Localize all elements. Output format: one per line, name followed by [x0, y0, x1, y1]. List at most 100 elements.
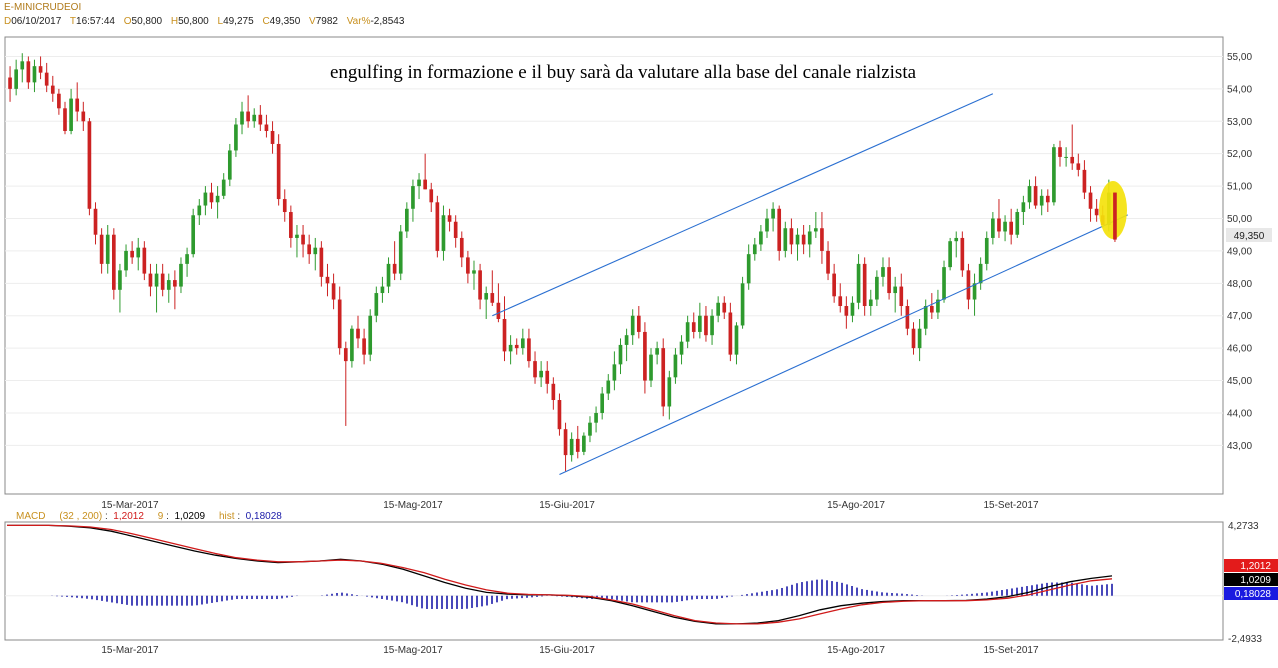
candle-body [814, 228, 818, 232]
candle-body [93, 208, 98, 235]
time-value: 16:57:44 [76, 16, 115, 27]
candle-body [588, 422, 592, 436]
candle-body [32, 66, 37, 83]
candle-body [423, 179, 427, 190]
candle-body [929, 306, 934, 313]
candle-body [704, 315, 708, 336]
candle-body [203, 192, 208, 206]
candle-body [899, 286, 904, 307]
candle-body [893, 286, 898, 294]
candle-body [673, 354, 678, 378]
candle-body [1064, 156, 1068, 158]
candle-body [1058, 147, 1062, 157]
candle-body [911, 328, 916, 349]
macd-params: (32 , 200) [59, 511, 103, 522]
hist-badge-value: 0,18028 [1235, 589, 1272, 600]
macd-title: MACD [16, 511, 46, 522]
price-tick-label: 54,00 [1227, 84, 1252, 95]
candle-body [807, 231, 812, 245]
candle-body [710, 315, 714, 336]
candle-body [38, 66, 43, 73]
candle-body [166, 280, 171, 290]
candle-body [1070, 156, 1075, 164]
candle-body [1082, 169, 1087, 193]
candle-body [624, 335, 629, 345]
candle-body [539, 370, 543, 378]
candle-body [844, 306, 849, 316]
candle-body [1094, 208, 1099, 216]
price-tick-label: 44,00 [1227, 408, 1252, 419]
price-tick-label: 45,00 [1227, 376, 1252, 387]
candle-body [618, 344, 623, 365]
candle-body [923, 306, 928, 329]
candle-body [197, 205, 202, 216]
candle-body [295, 234, 299, 238]
candle-body [795, 234, 800, 245]
candle-body [362, 338, 366, 355]
candle-body [1113, 192, 1117, 240]
candle-body [783, 228, 788, 251]
candle-body [50, 85, 55, 94]
candle-body [81, 111, 86, 122]
candle-body [215, 195, 220, 203]
candle-body [685, 322, 690, 342]
open-value: 50,800 [131, 16, 163, 27]
candle-body [227, 150, 232, 180]
date-label: 15-Set-2017 [983, 500, 1038, 511]
macd-badges: 1,2012 1,0209 0,18028 [1224, 559, 1278, 600]
macd-date-label: 15-Mag-2017 [383, 645, 443, 656]
candle-body [765, 218, 769, 232]
candle-body [343, 348, 348, 362]
candle-body [496, 302, 501, 319]
candle-body [612, 364, 617, 381]
candle-body [313, 247, 318, 255]
candle-body [954, 237, 959, 242]
open-key: O [123, 16, 132, 27]
candle-body [636, 315, 641, 332]
candle-body [606, 380, 611, 394]
signal-badge-value: 1,0209 [1240, 575, 1271, 586]
candle-body [734, 325, 739, 355]
candle-body [221, 179, 226, 196]
candle-body [240, 111, 244, 125]
chart-annotation: engulfing in formazione e il buy sarà da… [330, 62, 917, 83]
macd-date-label: 15-Mar-2017 [101, 645, 159, 656]
macd-header: MACD (32 , 200) : 1,2012 9 : 1,0209 hist… [16, 511, 282, 522]
high-value: 50,800 [178, 16, 209, 27]
candle-body [838, 296, 843, 307]
candle-body [1052, 147, 1056, 203]
candle-body [325, 276, 330, 284]
last-price-label: 49,350 [1234, 231, 1265, 242]
candle-body [905, 306, 910, 329]
price-panel-frame [4, 36, 1224, 495]
candle-body [44, 72, 49, 86]
candle-body [752, 244, 757, 255]
candle-body [270, 130, 275, 144]
macd-bottom-tick: -2,4933 [1228, 634, 1262, 645]
candle-body [69, 98, 73, 131]
candle-body [856, 263, 861, 303]
volume-value: 7982 [315, 16, 338, 27]
price-tick-label: 49,00 [1227, 246, 1252, 257]
candle-body [111, 234, 116, 290]
candle-body [136, 247, 141, 258]
date-key: D [4, 16, 12, 27]
price-tick-label: 50,00 [1227, 214, 1252, 225]
candle-body [1021, 202, 1026, 213]
price-panel: 55,00 54,00 53,00 52,00 51,00 50,00 49,00 48,00… [4, 36, 1272, 511]
candle-body [160, 273, 165, 290]
time-key: T [69, 16, 77, 27]
candle-body [130, 250, 134, 258]
candle-body [417, 179, 421, 187]
macd-panel-frame [4, 521, 1224, 641]
close-value: 49,350 [269, 16, 301, 27]
candle-body [569, 438, 574, 456]
price-tick-label: 46,00 [1227, 344, 1252, 355]
candle-body [337, 299, 342, 349]
candle-body [1039, 195, 1044, 206]
date-value: 06/10/2017 [11, 16, 62, 27]
candle-body [57, 93, 61, 109]
date-axis: 15-Mar-2017 15-Mag-2017 15-Giu-2017 15-Ago-… [101, 500, 1039, 511]
candle-body [8, 77, 12, 89]
